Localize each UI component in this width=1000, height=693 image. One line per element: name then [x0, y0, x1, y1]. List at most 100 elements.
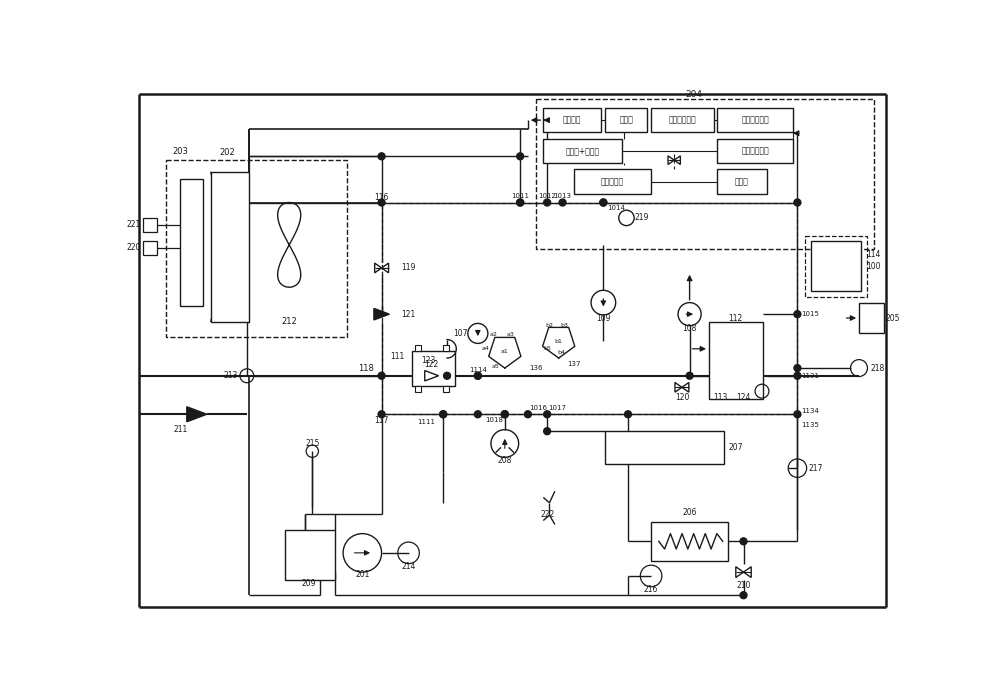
Circle shape	[378, 372, 385, 379]
Circle shape	[378, 153, 385, 160]
Text: 1013: 1013	[554, 193, 572, 200]
Circle shape	[474, 372, 481, 379]
Text: 207: 207	[728, 443, 743, 452]
Text: 1131: 1131	[801, 373, 819, 379]
Text: 100: 100	[867, 262, 881, 271]
Text: 137: 137	[567, 361, 581, 367]
Text: 117: 117	[374, 416, 389, 425]
Circle shape	[517, 199, 524, 206]
Bar	[717, 169, 767, 194]
Text: 213: 213	[223, 371, 238, 380]
Text: 后减速器: 后减速器	[563, 116, 581, 125]
Text: b4: b4	[557, 350, 565, 355]
Text: 215: 215	[305, 439, 319, 448]
Text: 1017: 1017	[549, 405, 567, 411]
Text: 1012: 1012	[538, 193, 556, 200]
Bar	[605, 108, 647, 132]
Text: 209: 209	[301, 579, 316, 588]
Text: a5: a5	[492, 364, 499, 369]
Text: b1: b1	[555, 339, 563, 344]
Bar	[143, 241, 157, 255]
Bar	[811, 241, 861, 291]
Bar	[285, 529, 335, 580]
Text: 1111: 1111	[418, 419, 436, 425]
Circle shape	[517, 199, 524, 206]
Circle shape	[524, 411, 531, 418]
Text: 112: 112	[729, 315, 743, 323]
Text: 212: 212	[281, 317, 297, 326]
Circle shape	[440, 411, 447, 418]
Bar	[143, 218, 157, 231]
Bar	[543, 108, 601, 132]
Text: 后电机: 后电机	[619, 116, 633, 125]
Text: b3: b3	[561, 323, 569, 328]
Circle shape	[440, 411, 447, 418]
Circle shape	[794, 365, 801, 371]
Text: 124: 124	[736, 393, 751, 402]
Circle shape	[625, 411, 631, 418]
Bar	[536, 98, 874, 249]
Text: 107: 107	[453, 329, 468, 338]
Bar	[651, 108, 714, 132]
Circle shape	[686, 372, 693, 379]
Text: 211: 211	[173, 426, 188, 434]
Circle shape	[544, 199, 551, 206]
Text: 111: 111	[390, 352, 405, 361]
Bar	[859, 303, 884, 333]
Circle shape	[501, 411, 508, 418]
Bar	[412, 351, 455, 386]
Text: 206: 206	[682, 509, 697, 517]
Bar	[717, 139, 793, 164]
Text: 216: 216	[644, 586, 658, 595]
Text: a1: a1	[501, 349, 509, 353]
Text: 222: 222	[540, 510, 554, 519]
Text: 217: 217	[809, 464, 823, 473]
Text: 114: 114	[867, 249, 881, 258]
Text: 处理器: 处理器	[735, 177, 749, 186]
Text: 1016: 1016	[529, 405, 547, 411]
Circle shape	[600, 199, 607, 206]
Text: 前电机+减速器: 前电机+减速器	[566, 146, 600, 155]
Text: a4: a4	[482, 346, 489, 351]
Bar	[180, 179, 203, 306]
Text: 201: 201	[355, 570, 370, 579]
Text: 220: 220	[126, 243, 141, 252]
Circle shape	[794, 310, 801, 317]
Text: 210: 210	[736, 581, 751, 590]
Text: 203: 203	[172, 148, 188, 157]
Text: 1018: 1018	[485, 417, 503, 423]
Text: b5: b5	[543, 346, 551, 351]
Text: 119: 119	[401, 263, 415, 272]
Circle shape	[517, 153, 524, 160]
Text: 108: 108	[682, 324, 697, 333]
Circle shape	[544, 411, 551, 418]
Bar	[805, 236, 867, 297]
Text: 122: 122	[425, 360, 439, 369]
Polygon shape	[187, 407, 207, 422]
Circle shape	[794, 411, 801, 418]
Text: 116: 116	[374, 193, 389, 202]
Text: 109: 109	[596, 313, 611, 322]
Text: 1135: 1135	[801, 422, 819, 428]
Circle shape	[378, 411, 385, 418]
Bar	[166, 160, 347, 337]
Bar	[605, 431, 724, 464]
Text: 208: 208	[498, 456, 512, 465]
Text: 大屏控制器: 大屏控制器	[601, 177, 624, 186]
Text: 113: 113	[713, 393, 728, 402]
Bar	[443, 386, 449, 392]
Bar	[709, 322, 763, 399]
Text: 118: 118	[358, 365, 374, 374]
Text: 后电机控制器: 后电机控制器	[669, 116, 697, 125]
Text: 204: 204	[685, 90, 702, 99]
Circle shape	[600, 199, 607, 206]
Circle shape	[474, 372, 481, 379]
Text: 214: 214	[401, 562, 416, 571]
Text: 221: 221	[126, 220, 141, 229]
Text: 1114: 1114	[469, 367, 487, 373]
Circle shape	[740, 592, 747, 599]
Text: b2: b2	[545, 323, 553, 328]
Circle shape	[794, 199, 801, 206]
Bar	[382, 202, 797, 414]
Text: 前电机控制器: 前电机控制器	[741, 146, 769, 155]
